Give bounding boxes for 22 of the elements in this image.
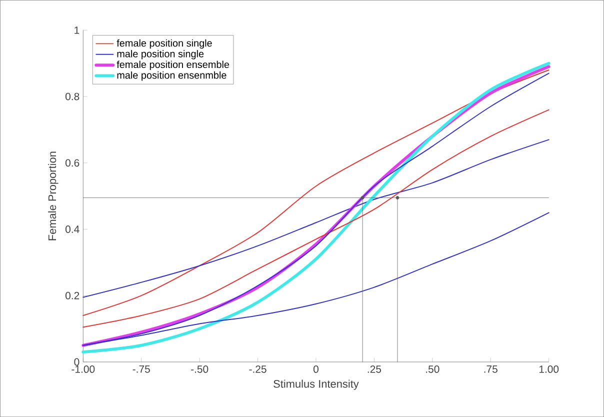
line-series bbox=[82, 109, 550, 328]
y-tick-label: 0.8 bbox=[66, 92, 80, 100]
x-tick-label: -.50 bbox=[191, 365, 208, 373]
legend-label: female position ensemble bbox=[116, 60, 230, 70]
x-tick-label: -.75 bbox=[132, 365, 150, 373]
y-tick-label: 0.4 bbox=[66, 226, 80, 233]
y-tick-label: 0 bbox=[74, 358, 80, 366]
x-tick-label: .25 bbox=[368, 365, 382, 373]
x-axis-title: Stimulus Intensity bbox=[274, 380, 359, 390]
y-tick-label: 1 bbox=[74, 26, 80, 34]
y-tick-label: 0.2 bbox=[66, 292, 80, 300]
x-tick-label: .75 bbox=[484, 365, 498, 373]
legend-label: male position single bbox=[117, 50, 204, 60]
x-tick-label: 0 bbox=[313, 365, 318, 373]
x-tick-label: .50 bbox=[426, 365, 440, 373]
x-tick-label: -1.00 bbox=[72, 365, 95, 373]
legend-label: male position ensenmble bbox=[117, 71, 226, 81]
y-tick-label: 0.6 bbox=[66, 159, 80, 167]
y-axis-title: Female Proportion bbox=[48, 152, 58, 240]
x-tick-label: -.25 bbox=[249, 365, 266, 373]
x-tick-label: 1.00 bbox=[539, 365, 559, 373]
legend-label: female position single bbox=[116, 39, 212, 49]
